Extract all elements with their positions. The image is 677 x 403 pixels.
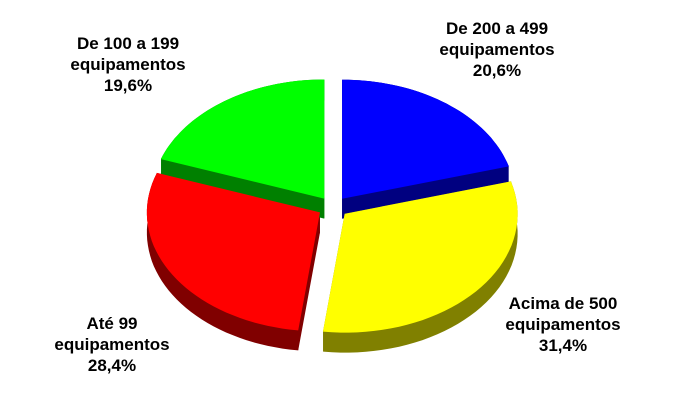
- slice: [342, 79, 509, 199]
- value-label: 31,4%: [538, 336, 588, 355]
- slice-label: De 200 a 499 equipamentos 20,6%: [422, 18, 572, 81]
- slice: [160, 79, 325, 199]
- slice: [146, 172, 320, 331]
- value-label: 20,6%: [472, 61, 522, 80]
- category-label: Acima de 500 equipamentos: [505, 294, 621, 334]
- slice-label: De 100 a 199 equipamentos 19,6%: [53, 33, 203, 96]
- value-label: 28,4%: [87, 356, 137, 375]
- slice: [323, 181, 518, 333]
- category-label: Até 99 equipamentos: [54, 314, 170, 354]
- category-label: De 200 a 499 equipamentos: [439, 19, 555, 59]
- slice-label: Até 99 equipamentos 28,4%: [37, 313, 187, 376]
- category-label: De 100 a 199 equipamentos: [70, 34, 186, 74]
- value-label: 19,6%: [103, 76, 153, 95]
- slice-label: Acima de 500 equipamentos 31,4%: [488, 293, 638, 356]
